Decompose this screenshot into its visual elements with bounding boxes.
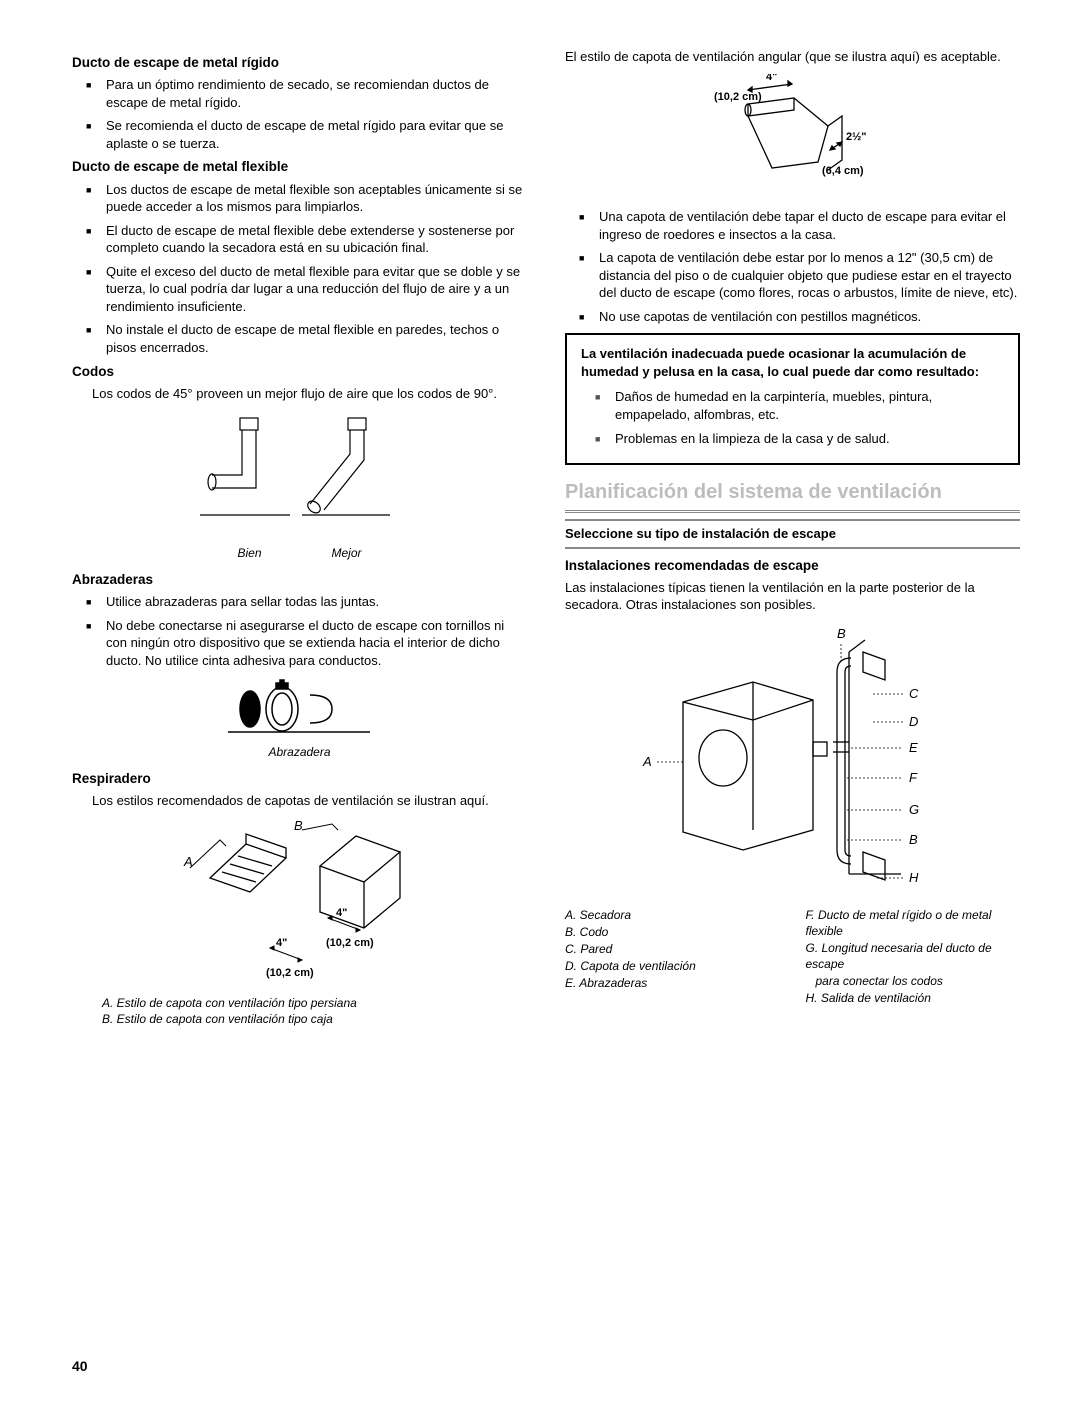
svg-text:H: H bbox=[909, 870, 919, 885]
vent-text: Los estilos recomendados de capotas de v… bbox=[72, 792, 527, 810]
box-title: La ventilación inadecuada puede ocasiona… bbox=[581, 345, 1004, 380]
svg-text:(6,4 cm): (6,4 cm) bbox=[822, 165, 864, 177]
elbow-good-label: Bien bbox=[237, 545, 261, 561]
leg-g: G. Longitud necesaria del ducto de escap… bbox=[806, 940, 1021, 972]
box-list: Daños de humedad en la carpintería, mueb… bbox=[581, 388, 1004, 447]
heading-recommended: Instalaciones recomendadas de escape bbox=[565, 557, 1020, 575]
svg-text:F: F bbox=[909, 770, 918, 785]
section-title: Planificación del sistema de ventilación bbox=[565, 479, 1020, 513]
heading-elbows: Codos bbox=[72, 363, 527, 381]
leg-b: B. Codo bbox=[565, 924, 780, 940]
hoods-B: B bbox=[294, 818, 303, 833]
heading-vent: Respiradero bbox=[72, 770, 527, 788]
svg-text:B: B bbox=[909, 832, 918, 847]
li: Una capota de ventilación debe tapar el … bbox=[585, 208, 1020, 243]
svg-text:E: E bbox=[909, 740, 918, 755]
list-rigid: Para un óptimo rendimiento de secado, se… bbox=[72, 76, 527, 152]
elbows-figure: Bien Mejor bbox=[72, 410, 527, 561]
elbow-better-label: Mejor bbox=[332, 545, 362, 561]
li: No use capotas de ventilación con pestil… bbox=[585, 308, 1020, 326]
hoods-legend-a: A. Estilo de capota con ventilación tipo… bbox=[102, 995, 527, 1011]
heading-clamps: Abrazaderas bbox=[72, 571, 527, 589]
svg-text:C: C bbox=[909, 686, 919, 701]
svg-text:(10,2 cm): (10,2 cm) bbox=[714, 91, 762, 103]
clamp-figure: Abrazadera bbox=[72, 677, 527, 760]
diagram-legend: A. Secadora B. Codo C. Pared D. Capota d… bbox=[565, 907, 1020, 1008]
li: La capota de ventilación debe estar por … bbox=[585, 249, 1020, 302]
elbows-text: Los codos de 45° proveen un mejor flujo … bbox=[72, 385, 527, 403]
leg-e: E. Abrazaderas bbox=[565, 975, 780, 991]
leg-a: A. Secadora bbox=[565, 907, 780, 923]
clamp-caption: Abrazadera bbox=[72, 744, 527, 760]
hood-4a: 4" bbox=[336, 907, 347, 919]
li: Daños de humedad en la carpintería, mueb… bbox=[601, 388, 1004, 423]
install-diagram: A B C D E F G B H bbox=[565, 622, 1020, 897]
svg-text:G: G bbox=[909, 802, 919, 817]
list-hood-rules: Una capota de ventilación debe tapar el … bbox=[565, 208, 1020, 325]
li: Utilice abrazaderas para sellar todas la… bbox=[92, 593, 527, 611]
svg-text:B: B bbox=[837, 626, 846, 641]
leg-g-sub: para conectar los codos bbox=[806, 973, 1021, 989]
recommended-text: Las instalaciones típicas tienen la vent… bbox=[565, 579, 1020, 614]
svg-text:4": 4" bbox=[766, 74, 777, 83]
page-number: 40 bbox=[72, 1357, 88, 1376]
list-flexible: Los ductos de escape de metal flexible s… bbox=[72, 181, 527, 357]
li: Para un óptimo rendimiento de secado, se… bbox=[92, 76, 527, 111]
li: Se recomienda el ducto de escape de meta… bbox=[92, 117, 527, 152]
svg-text:A: A bbox=[642, 754, 652, 769]
hoods-figure: A B 4" (10,2 cm) 4" (10,2 cm) bbox=[72, 818, 527, 1027]
angled-hood-text: El estilo de capota de ventilación angul… bbox=[565, 48, 1020, 66]
li: Problemas en la limpieza de la casa y de… bbox=[601, 430, 1004, 448]
leg-c: C. Pared bbox=[565, 941, 780, 957]
hood-4b: 4" bbox=[276, 937, 287, 949]
angled-hood-figure: 4" (10,2 cm) 2½" (6,4 cm) bbox=[565, 74, 1020, 199]
hoods-legend-b: B. Estilo de capota con ventilación tipo… bbox=[102, 1011, 527, 1027]
svg-text:2½": 2½" bbox=[846, 131, 867, 143]
heading-flexible: Ducto de escape de metal flexible bbox=[72, 158, 527, 176]
sub-bar-text: Seleccione su tipo de instalación de esc… bbox=[565, 526, 836, 541]
hood-dim1: (10,2 cm) bbox=[326, 937, 374, 949]
warning-box: La ventilación inadecuada puede ocasiona… bbox=[565, 333, 1020, 465]
svg-text:D: D bbox=[909, 714, 918, 729]
heading-rigid: Ducto de escape de metal rígido bbox=[72, 54, 527, 72]
li: El ducto de escape de metal flexible deb… bbox=[92, 222, 527, 257]
leg-h: H. Salida de ventilación bbox=[806, 990, 1021, 1006]
li: Quite el exceso del ducto de metal flexi… bbox=[92, 263, 527, 316]
li: Los ductos de escape de metal flexible s… bbox=[92, 181, 527, 216]
hood-dim2: (10,2 cm) bbox=[266, 967, 314, 979]
li: No instale el ducto de escape de metal f… bbox=[92, 321, 527, 356]
list-clamps: Utilice abrazaderas para sellar todas la… bbox=[72, 593, 527, 669]
hoods-A: A bbox=[183, 854, 193, 869]
sub-bar: Seleccione su tipo de instalación de esc… bbox=[565, 519, 1020, 549]
leg-d: D. Capota de ventilación bbox=[565, 958, 780, 974]
leg-f: F. Ducto de metal rígido o de metal flex… bbox=[806, 907, 1021, 939]
li: No debe conectarse ni asegurarse el duct… bbox=[92, 617, 527, 670]
